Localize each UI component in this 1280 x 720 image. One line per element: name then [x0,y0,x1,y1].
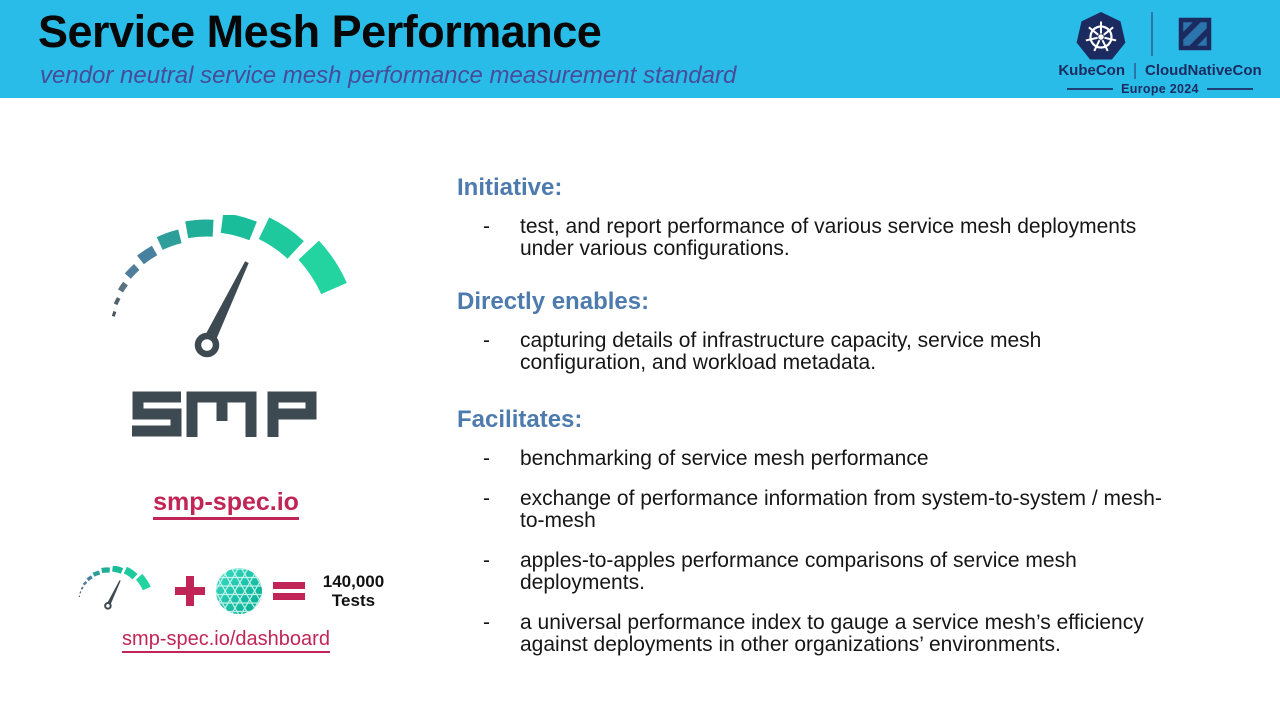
dashboard-link[interactable]: smp-spec.io/dashboard [122,628,330,653]
list-item: - a universal performance index to gauge… [457,612,1172,656]
meshery-icon [215,567,262,614]
bullet-marker: - [483,487,490,510]
bullet-marker: - [483,549,490,572]
bullet-text: capturing details of infrastructure capa… [520,329,1042,374]
conference-lockup: KubeCon CloudNativeCon Europe 2024 [1052,6,1268,96]
section-heading: Initiative: [457,174,563,201]
list-item: - apples-to-apples performance compariso… [457,550,1172,594]
list-item: - capturing details of infrastructure ca… [457,330,1172,374]
bullet-text: a universal performance index to gauge a… [520,611,1144,656]
equals-icon [272,581,305,600]
slide-title: Service Mesh Performance [38,6,602,57]
conference-event-row: Europe 2024 [1052,82,1268,96]
event-line-left [1067,88,1114,90]
section-heading: Directly enables: [457,288,650,315]
list-item: - benchmarking of service mesh performan… [457,448,1172,470]
list-item: - test, and report performance of variou… [457,216,1172,260]
bullet-text: benchmarking of service mesh performance [520,447,929,470]
tests-result: 140,000 Tests [315,572,393,610]
kubecon-label: KubeCon [1058,62,1125,79]
bullet-marker: - [483,611,490,634]
section-heading: Facilitates: [457,406,583,433]
bullet-text: exchange of performance information from… [520,487,1162,532]
conference-icons [1052,6,1268,60]
content-sections: Initiative: - test, and report performan… [457,174,1172,656]
list-item: - exchange of performance information fr… [457,488,1172,532]
dashboard-link-row: smp-spec.io/dashboard [30,628,422,653]
bullet-marker: - [483,215,490,238]
section-initiative: Initiative: - test, and report performan… [457,174,1172,260]
bullet-text: apples-to-apples performance comparisons… [520,549,1077,594]
logo-divider [1151,12,1153,56]
kubecon-helm-icon [1076,12,1126,60]
smp-wordmark [132,391,317,437]
tests-formula: 140,000 Tests [30,566,422,615]
cloudnativecon-icon [1178,17,1212,51]
smp-gauge-logo [111,215,347,437]
tests-unit: Tests [331,590,376,610]
conference-names: KubeCon CloudNativeCon [1052,62,1268,79]
bullet-marker: - [483,329,490,352]
bullet-text: test, and report performance of various … [520,215,1137,260]
tests-value: 140,000 [322,571,385,591]
header-band: Service Mesh Performance vendor neutral … [0,0,1280,98]
section-directly-enables: Directly enables: - capturing details of… [457,288,1172,374]
event-line-right [1206,88,1253,90]
bullet-marker: - [483,447,490,470]
cloudnativecon-label: CloudNativeCon [1145,62,1262,79]
site-link-row: smp-spec.io [30,488,422,520]
plus-icon [174,575,205,606]
smp-spec-link[interactable]: smp-spec.io [153,488,299,520]
mini-gauge-icon [78,566,151,610]
slide-subtitle: vendor neutral service mesh performance … [40,62,737,89]
section-facilitates: Facilitates: - benchmarking of service m… [457,406,1172,656]
name-divider [1134,62,1136,79]
event-label: Europe 2024 [1121,82,1199,96]
